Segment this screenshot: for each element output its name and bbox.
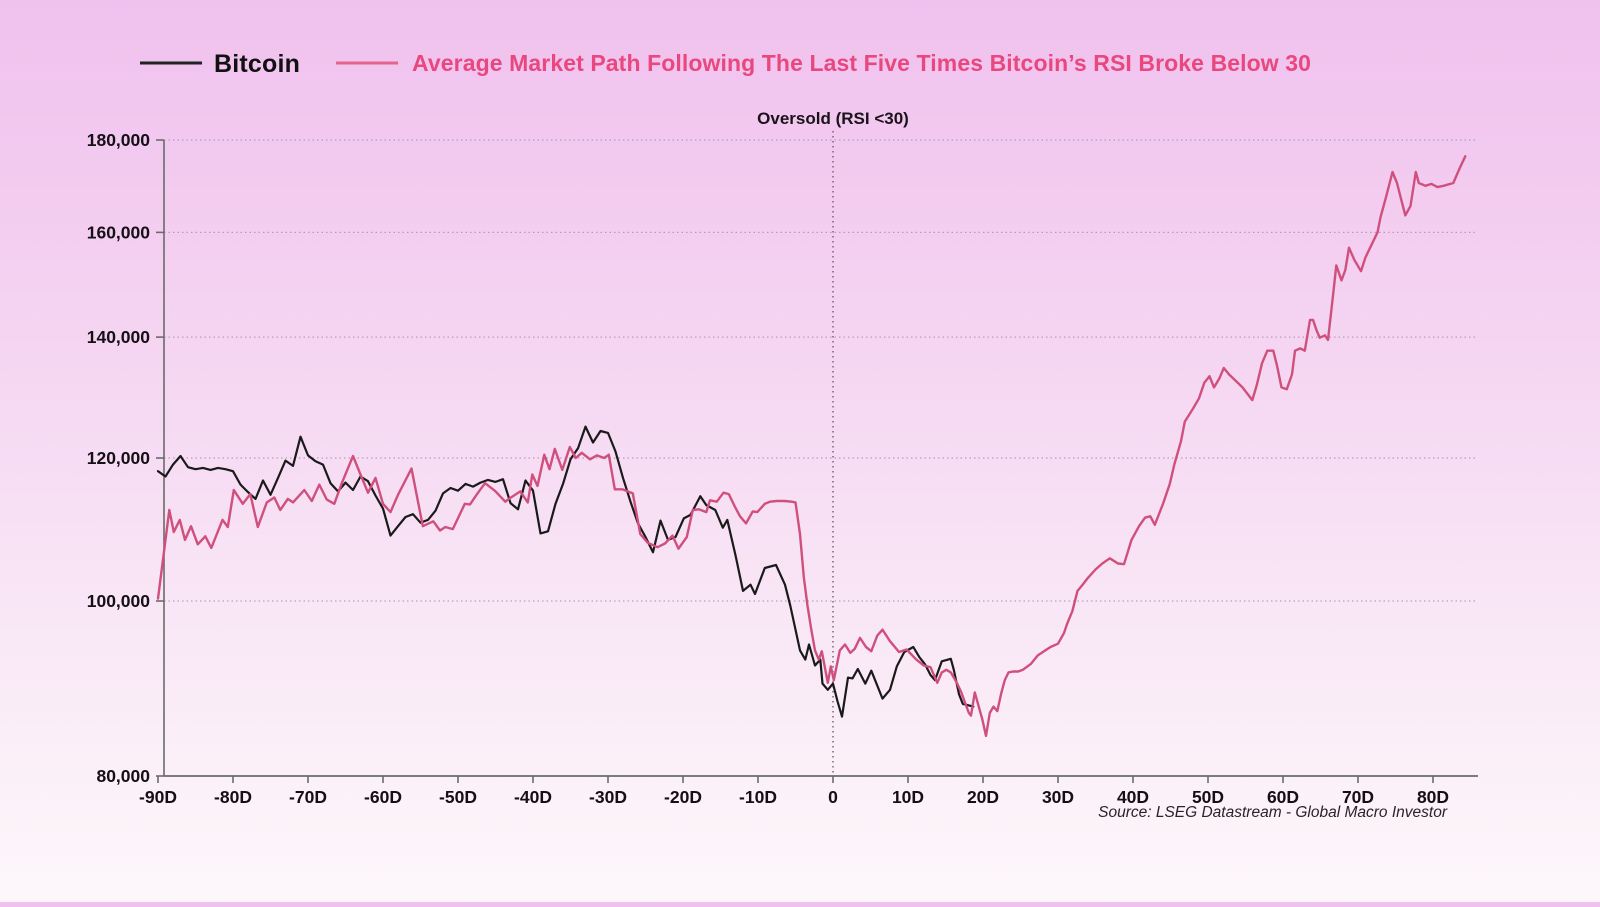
x-tick-label-70: 70D: [1342, 787, 1374, 807]
bitcoin-line: [156, 425, 975, 718]
x-tick-label--30: -30D: [589, 787, 627, 807]
y-tick-label-100000: 100,000: [87, 591, 151, 611]
legend-label-average-path: Average Market Path Following The Last F…: [412, 50, 1311, 76]
x-tick-label-40: 40D: [1117, 787, 1149, 807]
x-tick-label--50: -50D: [439, 787, 477, 807]
series-lines: [156, 155, 1467, 738]
y-tick-label-120000: 120,000: [87, 448, 151, 468]
average-path-line: [156, 155, 1467, 738]
y-tick-label-80000: 80,000: [96, 766, 150, 786]
x-tick-label--80: -80D: [214, 787, 252, 807]
x-tick-label-50: 50D: [1192, 787, 1224, 807]
x-tick-label--90: -90D: [139, 787, 177, 807]
x-tick-label-30: 30D: [1042, 787, 1074, 807]
x-tick-label--70: -70D: [289, 787, 327, 807]
x-tick-label--60: -60D: [364, 787, 402, 807]
axes: [156, 139, 1478, 783]
x-tick-label--40: -40D: [514, 787, 552, 807]
source-note: Source: LSEG Datastream - Global Macro I…: [1098, 804, 1448, 821]
legend: Bitcoin Average Market Path Following Th…: [140, 50, 1311, 78]
tick-labels: 80,000 100,000 120,000 140,000 160,000 180,00…: [87, 130, 1449, 807]
y-tick-label-180000: 180,000: [87, 130, 151, 150]
y-tick-label-160000: 160,000: [87, 222, 151, 242]
x-tick-label-80: 80D: [1417, 787, 1449, 807]
gridlines: [164, 131, 1478, 776]
x-tick-label-10: 10D: [892, 787, 924, 807]
x-tick-label--10: -10D: [739, 787, 777, 807]
oversold-annotation: Oversold (RSI <30): [757, 109, 909, 128]
x-tick-label--20: -20D: [664, 787, 702, 807]
x-tick-label-0: 0: [828, 787, 838, 807]
x-tick-label-20: 20D: [967, 787, 999, 807]
legend-label-bitcoin: Bitcoin: [214, 50, 300, 78]
y-tick-label-140000: 140,000: [87, 327, 151, 347]
x-tick-label-60: 60D: [1267, 787, 1299, 807]
